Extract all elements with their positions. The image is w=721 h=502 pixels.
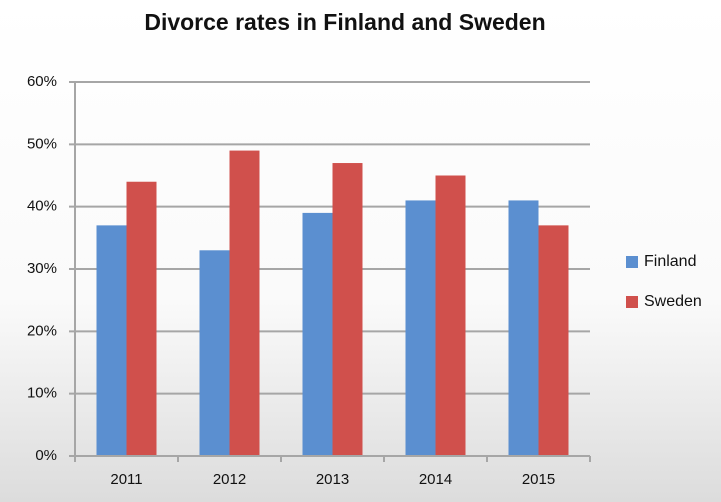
chart-title: Divorce rates in Finland and Sweden [144, 9, 545, 35]
y-tick-label: 0% [35, 447, 57, 464]
legend-swatch [626, 256, 638, 268]
legend-label: Finland [644, 253, 696, 270]
bar [302, 212, 333, 456]
bar [126, 181, 157, 456]
bar [96, 225, 127, 456]
legend-swatch [626, 296, 638, 308]
y-tick-label: 60% [27, 73, 57, 90]
y-tick-label: 20% [27, 322, 57, 339]
x-tick-label: 2011 [110, 471, 142, 488]
bar [229, 150, 260, 457]
x-tick-label: 2015 [522, 471, 555, 488]
bar [405, 200, 436, 456]
y-tick-label: 30% [27, 260, 57, 277]
bar [332, 163, 363, 457]
bar [199, 250, 230, 456]
y-tick-label: 40% [27, 198, 57, 215]
bar [435, 175, 466, 456]
legend-label: Sweden [644, 293, 702, 310]
x-tick-label: 2014 [419, 471, 452, 488]
y-tick-label: 50% [27, 135, 57, 152]
bar [508, 200, 539, 456]
x-tick-label: 2013 [316, 471, 349, 488]
x-tick-label: 2012 [213, 471, 246, 488]
bar [538, 225, 569, 456]
y-tick-label: 10% [27, 385, 57, 402]
